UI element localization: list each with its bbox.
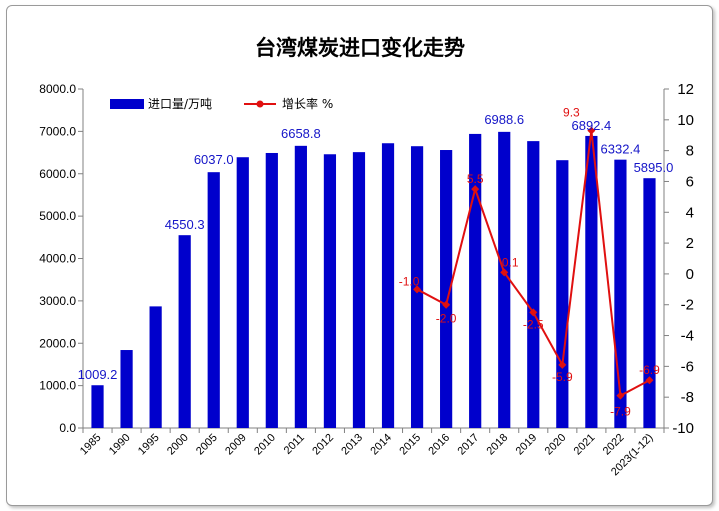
x-tick-label: 2018 <box>485 432 511 458</box>
x-tick-label: 2022 <box>601 432 627 458</box>
bar-series <box>91 131 656 429</box>
x-tick-label: 2011 <box>282 432 307 457</box>
y-right-tick-label: 0 <box>686 266 694 283</box>
x-tick-label: 2021 <box>572 432 598 458</box>
x-tick-label: 2009 <box>223 432 249 458</box>
x-tick-label: 2010 <box>252 432 278 458</box>
bar <box>352 152 366 429</box>
line-point <box>529 308 538 317</box>
line-point <box>442 300 451 309</box>
x-tick-label: 2019 <box>514 432 540 458</box>
bar-data-label: 6892.4 <box>571 118 611 133</box>
y-right-tick-label: 6 <box>686 173 694 190</box>
line-point <box>645 376 654 385</box>
x-tick-label: 2017 <box>455 432 481 458</box>
line-point <box>471 185 480 194</box>
bar-data-label: 6037.0 <box>194 152 234 167</box>
x-tick-label: 2016 <box>426 432 452 458</box>
bar <box>527 141 540 428</box>
bar-data-label: 5895.0 <box>634 160 674 175</box>
bar-data-label: 1009.2 <box>78 367 118 382</box>
bar <box>178 235 191 428</box>
line-point <box>558 360 567 369</box>
line-point <box>616 391 625 400</box>
y-right-tick-label: 12 <box>677 81 694 98</box>
y-right-tick-label: 8 <box>686 143 694 160</box>
bar <box>149 306 162 428</box>
y-right-tick-label: -6 <box>681 358 694 375</box>
legend-bar-swatch <box>110 99 144 109</box>
bar <box>556 160 569 428</box>
x-tick-label: 2013 <box>339 432 365 458</box>
y-left-tick-label: 0.0 <box>59 421 76 435</box>
x-tick-label: 2020 <box>543 432 569 458</box>
y-left-tick-label: 6000.0 <box>39 167 76 181</box>
chart-title: 台湾煤炭进口变化走势 <box>255 35 465 60</box>
y-left-tick-label: 8000.0 <box>39 82 76 96</box>
line-data-label: -6.9 <box>639 363 660 377</box>
y-left-tick-label: 3000.0 <box>39 294 76 308</box>
line-data-label: 5.5 <box>467 172 484 186</box>
y-right-tick-label: 4 <box>686 204 694 221</box>
legend: 进口量/万吨 增长率 % <box>110 96 333 111</box>
line-data-label: -2.0 <box>436 312 457 326</box>
bar <box>469 133 482 429</box>
y-left-tick-label: 4000.0 <box>39 252 76 266</box>
bar <box>643 178 656 428</box>
y-right-tick-label: 10 <box>677 112 694 129</box>
x-tick-label: 2005 <box>194 432 220 458</box>
bar <box>440 150 453 428</box>
y-right-tick-label: -10 <box>672 420 694 437</box>
x-tick-label: 1985 <box>78 432 104 458</box>
bar-data-label: 6658.8 <box>281 126 321 141</box>
y-left-tick-label: 2000.0 <box>39 336 76 350</box>
bar <box>294 145 307 428</box>
legend-line-label: 增长率 % <box>282 96 333 111</box>
y-right-tick-label: -4 <box>681 328 694 345</box>
legend-line-marker <box>256 100 264 108</box>
x-tick-label: 2012 <box>310 432 336 458</box>
x-tick-label: 2014 <box>368 432 394 458</box>
line-data-label: -7.9 <box>610 405 631 419</box>
line-data-label: -5.9 <box>552 370 573 384</box>
line-point <box>587 126 596 135</box>
bar <box>91 385 104 428</box>
bar-data-label: 6988.6 <box>484 112 524 127</box>
bar <box>265 152 278 428</box>
bar <box>323 154 337 428</box>
bar-data-label: 6332.4 <box>601 142 641 157</box>
legend-bar-label: 进口量/万吨 <box>148 97 212 111</box>
y-left-tick-label: 5000.0 <box>39 209 76 223</box>
line-series <box>413 126 654 400</box>
bar <box>585 135 598 428</box>
line-point <box>500 268 509 277</box>
line-data-label: -2.5 <box>523 317 544 331</box>
x-tick-label: 2000 <box>165 432 191 458</box>
line-point <box>413 285 422 294</box>
x-tick-label: 1995 <box>136 432 162 458</box>
bar <box>498 131 511 428</box>
data-labels: 1009.2 4550.3 6037.0 6658.8 6988.6 6892.4 6332… <box>78 106 674 419</box>
line-data-label: 0.1 <box>502 255 519 269</box>
x-tick-label: 1990 <box>107 432 133 458</box>
y-left-tick-label: 7000.0 <box>39 124 76 138</box>
bar <box>207 172 220 428</box>
line-data-label: -1.0 <box>399 274 420 288</box>
bar <box>120 350 133 428</box>
y-right-tick-label: -2 <box>681 297 694 314</box>
y-right-tick-label: 2 <box>686 235 694 252</box>
y-left-tick-label: 1000.0 <box>39 379 76 393</box>
bar <box>381 143 395 429</box>
x-tick-label: 2015 <box>397 432 423 458</box>
bar <box>236 157 249 428</box>
line-data-label: 9.3 <box>563 106 580 120</box>
y-right-tick-label: -8 <box>681 389 694 406</box>
bar-data-label: 4550.3 <box>165 217 205 232</box>
